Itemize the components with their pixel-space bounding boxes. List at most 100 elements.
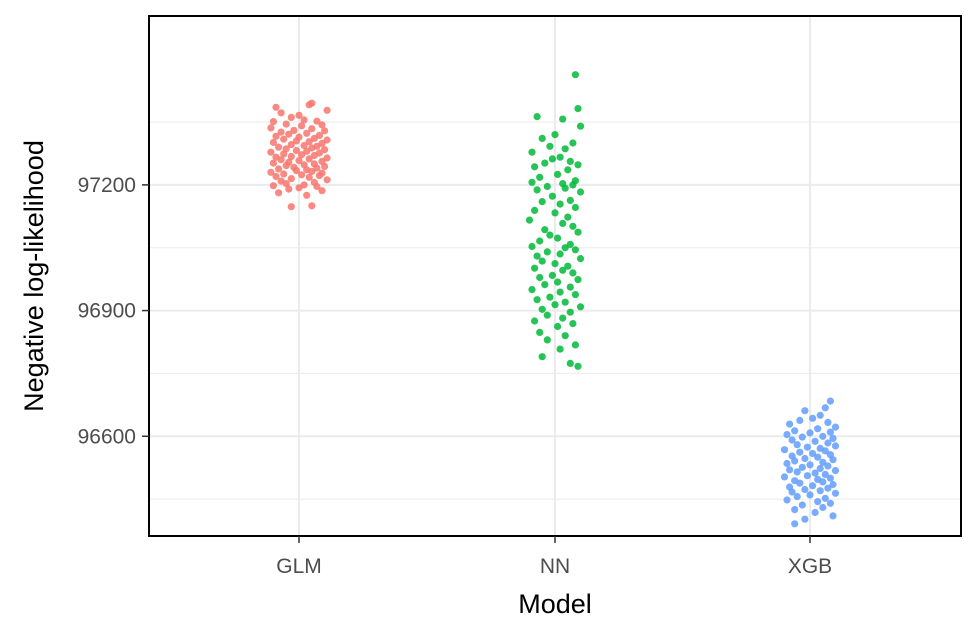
data-point-nn [548,155,557,163]
data-point-xgb [798,501,806,509]
data-point-xgb [816,464,824,473]
data-point-nn [574,228,582,236]
data-point-glm [305,101,313,109]
data-point-nn [576,255,585,263]
data-point-xgb [814,425,822,433]
data-point-glm [303,191,311,199]
data-point-xgb [821,447,829,455]
data-point-nn [559,266,567,274]
data-point-xgb [783,431,791,439]
data-point-glm [318,121,326,129]
data-point-xgb [801,485,809,494]
data-point-glm [292,167,300,175]
data-point-glm [277,156,285,164]
data-point-xgb [826,499,835,507]
data-point-nn [548,271,557,279]
data-point-nn [569,222,577,230]
data-point-nn [564,213,572,221]
data-point-xgb [791,457,799,465]
data-point-nn [566,283,574,291]
data-point-nn [543,248,551,256]
data-point-glm [267,148,275,156]
data-point-glm [295,157,303,165]
data-point-xgb [811,508,819,517]
data-point-glm [295,184,303,192]
data-point-glm [303,129,311,137]
y-tick-label: 97200 [78,174,136,197]
data-point-nn [538,198,546,206]
data-point-nn [533,186,541,194]
data-point-xgb [798,463,806,471]
data-point-nn [541,226,549,234]
data-point-xgb [826,397,835,405]
data-point-nn [566,157,574,165]
x-axis-ticks: GLM NN XGB [276,536,832,578]
data-point-glm [310,134,318,142]
data-point-nn [571,341,580,349]
data-point-xgb [780,473,789,481]
data-point-nn [546,293,554,301]
data-point-nn [576,122,585,130]
data-point-xgb [791,427,799,435]
data-point-xgb [791,520,799,528]
data-point-glm [305,173,313,181]
data-point-xgb [793,441,801,449]
data-point-glm [267,168,275,176]
data-point-nn [533,113,541,121]
data-point-xgb [829,480,837,489]
data-point-nn [569,320,577,328]
data-point-glm [313,117,321,125]
data-point-glm [305,138,313,146]
data-point-xgb [819,432,827,440]
data-point-xgb [788,436,796,444]
data-point-glm [308,125,316,133]
data-point-nn [566,240,574,248]
data-point-nn [569,139,577,147]
data-point-nn [543,311,551,319]
data-point-nn [543,336,551,344]
data-point-glm [275,189,283,197]
data-point-glm [272,172,280,181]
data-point-glm [277,128,285,136]
data-point-glm [269,118,277,126]
data-point-nn [528,242,536,251]
data-point-nn [561,244,569,252]
data-point-glm [308,144,316,152]
data-point-nn [566,196,574,204]
data-point-glm [318,187,326,195]
data-point-xgb [783,496,791,504]
data-point-xgb [809,482,817,490]
data-point-xgb [793,493,801,501]
data-point-xgb [806,429,814,437]
data-point-nn [531,264,539,272]
data-point-nn [546,142,554,150]
data-point-nn [571,71,580,79]
data-point-glm [315,172,323,180]
data-point-xgb [801,454,809,463]
data-point-xgb [803,472,812,480]
data-point-xgb [826,474,835,482]
data-points [267,71,840,528]
data-point-glm [321,127,329,135]
data-point-glm [308,202,316,210]
data-point-xgb [811,437,819,445]
data-point-glm [280,135,288,143]
data-point-nn [569,269,577,277]
data-point-nn [556,153,564,161]
data-point-xgb [798,433,806,441]
data-point-nn [543,182,551,191]
data-point-xgb [816,487,824,495]
data-point-xgb [780,446,789,454]
data-point-glm [298,151,306,159]
data-point-glm [287,141,295,149]
data-point-nn [564,166,572,174]
data-point-xgb [824,418,832,426]
data-point-xgb [829,512,837,520]
data-point-nn [551,301,559,309]
data-point-glm [305,155,313,163]
data-point-glm [298,171,306,179]
data-point-nn [554,170,562,178]
data-point-glm [287,175,295,183]
data-point-xgb [819,503,827,512]
